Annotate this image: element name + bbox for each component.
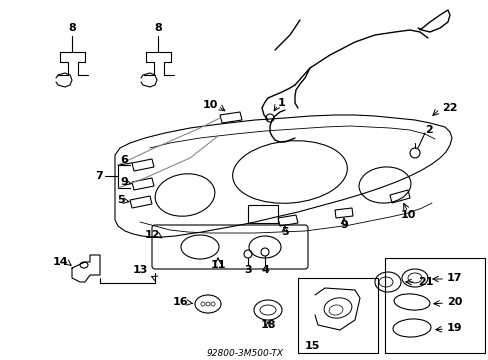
Text: 9: 9 — [120, 177, 128, 187]
Text: 8: 8 — [68, 23, 76, 33]
Text: 5: 5 — [117, 195, 125, 205]
Text: 22: 22 — [441, 103, 457, 113]
Text: 14: 14 — [52, 257, 68, 267]
Text: 9: 9 — [339, 220, 347, 230]
Text: 10: 10 — [202, 100, 218, 110]
Text: 2: 2 — [424, 125, 432, 135]
Text: 92800-3M500-TX: 92800-3M500-TX — [206, 350, 283, 359]
Text: 11: 11 — [210, 260, 225, 270]
Text: 13: 13 — [132, 265, 147, 275]
Text: 6: 6 — [120, 155, 128, 165]
Text: 17: 17 — [446, 273, 462, 283]
Text: 4: 4 — [261, 265, 268, 275]
Text: 10: 10 — [400, 210, 415, 220]
Text: 20: 20 — [446, 297, 462, 307]
Text: 21: 21 — [417, 277, 433, 287]
Text: 1: 1 — [278, 98, 285, 108]
Text: 8: 8 — [154, 23, 162, 33]
Text: 3: 3 — [244, 265, 251, 275]
Text: 12: 12 — [144, 230, 160, 240]
Text: 7: 7 — [95, 171, 103, 181]
Text: 16: 16 — [172, 297, 187, 307]
Text: 19: 19 — [446, 323, 462, 333]
Text: 5: 5 — [281, 227, 288, 237]
Text: 15: 15 — [305, 341, 320, 351]
Text: 18: 18 — [260, 320, 275, 330]
